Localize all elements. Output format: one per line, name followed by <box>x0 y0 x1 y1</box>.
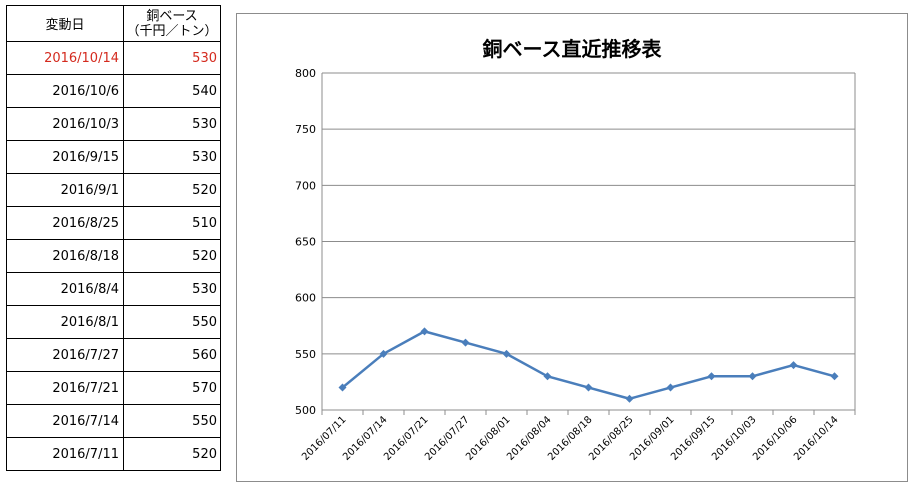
row-value: 530 <box>123 107 221 141</box>
row-date: 2016/8/4 <box>6 272 124 306</box>
table-row: 2016/8/18 520 <box>6 239 221 273</box>
x-axis-tick-labels: 2016/07/112016/07/142016/07/212016/07/27… <box>300 414 841 463</box>
row-value: 550 <box>123 404 221 438</box>
table-header-row: 変動日 銅ベース （千円／トン） <box>6 5 221 42</box>
table-row: 2016/9/1 520 <box>6 173 221 207</box>
data-point-marker <box>543 372 552 381</box>
y-tick-label: 700 <box>295 179 316 192</box>
table-row: 2016/8/1 550 <box>6 305 221 339</box>
x-tick-label: 2016/10/14 <box>792 414 841 463</box>
data-point-marker <box>748 372 757 381</box>
y-tick-label: 600 <box>295 292 316 305</box>
y-tick-label: 500 <box>295 404 316 417</box>
data-point-marker <box>707 372 716 381</box>
series-layer <box>338 327 839 403</box>
row-value: 560 <box>123 338 221 372</box>
data-point-marker <box>584 383 593 392</box>
row-value: 550 <box>123 305 221 339</box>
row-value: 570 <box>123 371 221 405</box>
row-date: 2016/9/1 <box>6 173 124 207</box>
row-value: 520 <box>123 173 221 207</box>
table-row: 2016/10/3 530 <box>6 107 221 141</box>
copper-price-table: 変動日 銅ベース （千円／トン） 2016/10/14 530 2016/10/6 5… <box>6 5 221 471</box>
row-value: 530 <box>123 41 221 75</box>
y-tick-label: 650 <box>295 236 316 249</box>
row-date: 2016/8/18 <box>6 239 124 273</box>
row-value: 540 <box>123 74 221 108</box>
row-date: 2016/9/15 <box>6 140 124 174</box>
axes <box>321 73 856 415</box>
row-value: 530 <box>123 272 221 306</box>
data-point-marker <box>420 327 429 336</box>
data-point-marker <box>789 361 798 370</box>
header-value-line1: 銅ベース <box>146 8 198 24</box>
header-date: 変動日 <box>6 5 124 42</box>
data-point-marker <box>502 349 511 358</box>
table-row: 2016/7/27 560 <box>6 338 221 372</box>
data-point-marker <box>461 338 470 347</box>
y-tick-label: 550 <box>295 348 316 361</box>
table-row: 2016/9/15 530 <box>6 140 221 174</box>
y-tick-label: 750 <box>295 123 316 136</box>
copper-price-line-chart: 銅ベース直近推移表 500 550 600 650 700 750 800 2016/07/… <box>295 37 856 463</box>
header-value-line2: （千円／トン） <box>126 23 218 39</box>
table-row: 2016/8/25 510 <box>6 206 221 240</box>
row-value: 530 <box>123 140 221 174</box>
table-row: 2016/8/4 530 <box>6 272 221 306</box>
data-point-marker <box>625 394 634 403</box>
row-date: 2016/8/1 <box>6 305 124 339</box>
row-value: 520 <box>123 437 221 471</box>
table-row: 2016/7/14 550 <box>6 404 221 438</box>
chart-title: 銅ベース直近推移表 <box>483 37 663 61</box>
data-point-marker <box>666 383 675 392</box>
row-date: 2016/10/14 <box>6 41 124 75</box>
y-tick-label: 800 <box>295 67 316 80</box>
table-row: 2016/10/14 530 <box>6 41 221 75</box>
table-row: 2016/10/6 540 <box>6 74 221 108</box>
row-date: 2016/10/6 <box>6 74 124 108</box>
y-axis-tick-labels: 500 550 600 650 700 750 800 <box>295 67 316 417</box>
table-row: 2016/7/21 570 <box>6 371 221 405</box>
gridlines <box>322 72 855 355</box>
row-date: 2016/7/11 <box>6 437 124 471</box>
row-value: 510 <box>123 206 221 240</box>
row-date: 2016/7/14 <box>6 404 124 438</box>
data-point-marker <box>830 372 839 381</box>
row-date: 2016/7/27 <box>6 338 124 372</box>
chart-panel: 銅ベース直近推移表 500 550 600 650 700 750 800 2016/07/… <box>236 13 908 482</box>
data-point-marker <box>379 349 388 358</box>
header-value: 銅ベース （千円／トン） <box>123 5 221 42</box>
table-row: 2016/7/11 520 <box>6 437 221 471</box>
row-date: 2016/8/25 <box>6 206 124 240</box>
row-date: 2016/7/21 <box>6 371 124 405</box>
row-value: 520 <box>123 239 221 273</box>
row-date: 2016/10/3 <box>6 107 124 141</box>
data-point-marker <box>338 383 347 392</box>
